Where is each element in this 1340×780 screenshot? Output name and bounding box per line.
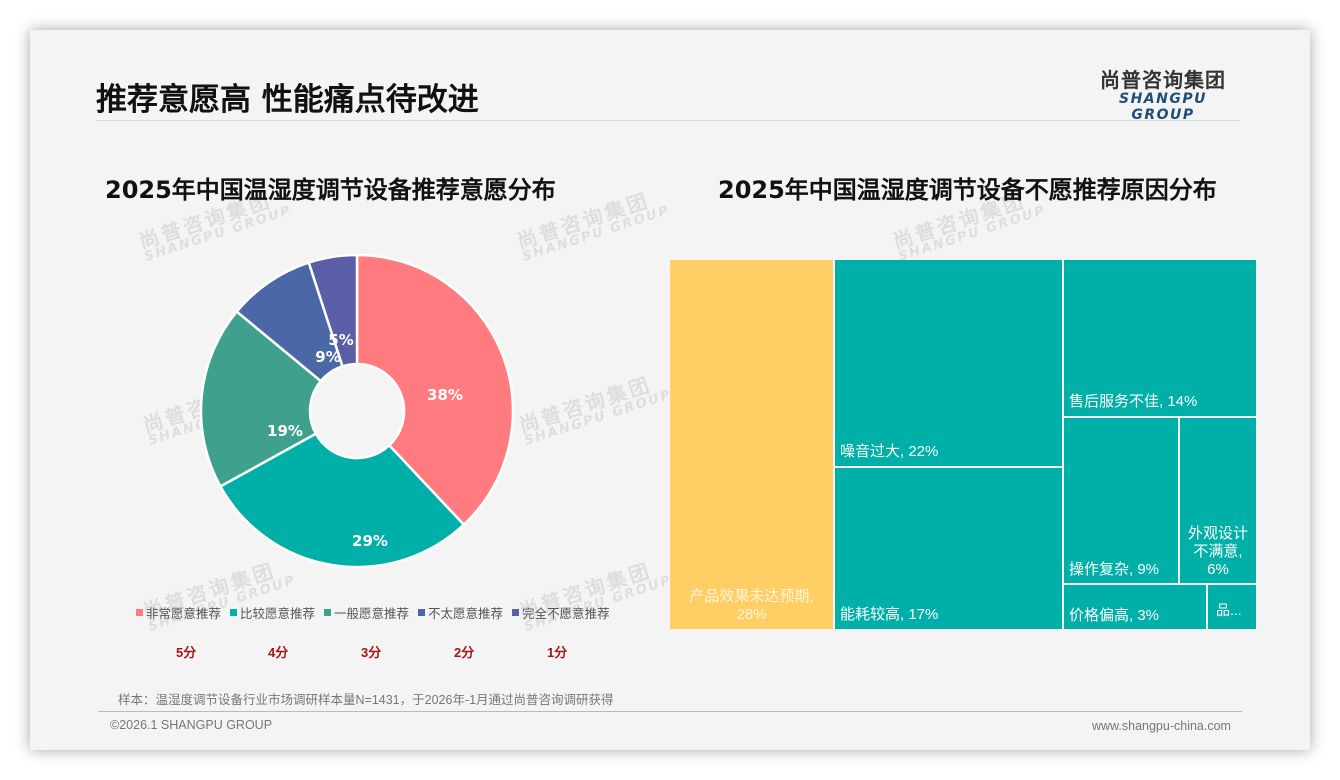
tile-label: 能耗较高, 17% (840, 606, 939, 623)
tile-label: 28% (736, 606, 767, 623)
slide: 尚普咨询集团 SHANGPU GROUP 尚普咨询集团 SHANGPU GROUP … (30, 30, 1310, 750)
treemap-chart: 产品效果未达预期, 28% 噪音过大, 22% 能耗较高, 17% 售后服务不佳… (670, 260, 1256, 630)
legend-item[interactable]: 不太愿意推荐 (418, 603, 503, 622)
tile-label: 价格偏高, 3% (1069, 607, 1160, 624)
donut-legend: 非常愿意推荐 比较愿意推荐 一般愿意推荐 不太愿意推荐 完全不愿意推荐 (136, 603, 636, 622)
legend-swatch-icon (230, 609, 238, 616)
treemap-tile-design: 外观设计 不满意, 6% (1180, 418, 1256, 583)
legend-swatch-icon (512, 609, 520, 616)
footer-divider (98, 711, 1242, 712)
slice-neutral (200, 309, 323, 489)
legend-label: 比较愿意推荐 (240, 607, 316, 621)
slice-not-at-all (307, 254, 359, 368)
slice-label: 38% (427, 386, 463, 404)
tile-label: 外观设计 (1187, 525, 1248, 542)
website-link[interactable]: www.shangpu-china.com (1092, 719, 1231, 733)
slice-fairly-willing (218, 432, 466, 568)
legend-label: 完全不愿意推荐 (522, 607, 610, 621)
score-row: 5分 4分 3分 2分 1分 (30, 642, 670, 662)
logo-text-en: SHANGPU GROUP (1119, 91, 1207, 123)
slice-label: 9% (315, 348, 340, 366)
treemap-tile-complex-operation: 操作复杂, 9% (1064, 418, 1178, 583)
treemap-tile-after-sales: 售后服务不佳, 14% (1064, 260, 1256, 416)
legend-swatch-icon (324, 609, 332, 616)
tile-label: 噪音过大, 22% (840, 443, 939, 460)
tile-label: 操作复杂, 9% (1069, 561, 1160, 578)
legend-swatch-icon (136, 609, 143, 616)
tile-label: 品... (1216, 602, 1242, 618)
slice-label: 29% (352, 532, 388, 550)
legend-item[interactable]: 非常愿意推荐 (136, 603, 221, 622)
donut-chart: 38% 29% 19% 9% 5% (200, 254, 514, 568)
tile-label: 售后服务不佳, 14% (1069, 393, 1198, 410)
slice-label: 19% (267, 422, 303, 440)
score-label: 2分 (454, 645, 475, 660)
treemap-tile-product-effect: 产品效果未达预期, 28% (670, 260, 833, 629)
legend-label: 不太愿意推荐 (428, 607, 504, 621)
treemap-tile-price: 价格偏高, 3% (1064, 585, 1206, 629)
sample-note: 样本：温湿度调节设备行业市场调研样本量N=1431，于2026年-1月通过尚普咨… (118, 693, 614, 707)
legend-item[interactable]: 一般愿意推荐 (324, 603, 409, 622)
legend-item[interactable]: 比较愿意推荐 (230, 603, 315, 622)
legend-item[interactable]: 完全不愿意推荐 (512, 603, 610, 622)
tile-label: 不满意, (1193, 543, 1243, 560)
logo-text-cn: 尚普咨询集团 (1100, 68, 1226, 92)
treemap-tile-noise: 噪音过大, 22% (835, 260, 1062, 466)
treemap-chart-title: 2025年中国温湿度调节设备不愿推荐原因分布 (718, 176, 1217, 204)
score-label: 3分 (361, 645, 382, 660)
treemap-tile-quality: 品... (1208, 585, 1256, 629)
score-label: 5分 (176, 645, 197, 660)
score-label: 1分 (547, 645, 568, 660)
copyright: ©2026.1 SHANGPU GROUP (110, 718, 273, 732)
legend-label: 一般愿意推荐 (334, 607, 410, 621)
page-title: 推荐意愿高 性能痛点待改进 (96, 82, 479, 118)
legend-swatch-icon (418, 609, 426, 616)
legend-label: 非常愿意推荐 (146, 607, 222, 621)
company-logo: 尚普咨询集团 SHANGPU GROUP (1088, 64, 1238, 123)
tile-label: 产品效果未达预期, (689, 588, 814, 605)
donut-chart-title: 2025年中国温湿度调节设备推荐意愿分布 (105, 176, 556, 204)
tile-label: 6% (1207, 561, 1229, 578)
score-label: 4分 (268, 645, 289, 660)
treemap-tile-energy: 能耗较高, 17% (835, 468, 1062, 629)
title-divider (96, 120, 1240, 121)
slice-label: 5% (328, 331, 353, 349)
slice-very-willing (355, 254, 514, 527)
